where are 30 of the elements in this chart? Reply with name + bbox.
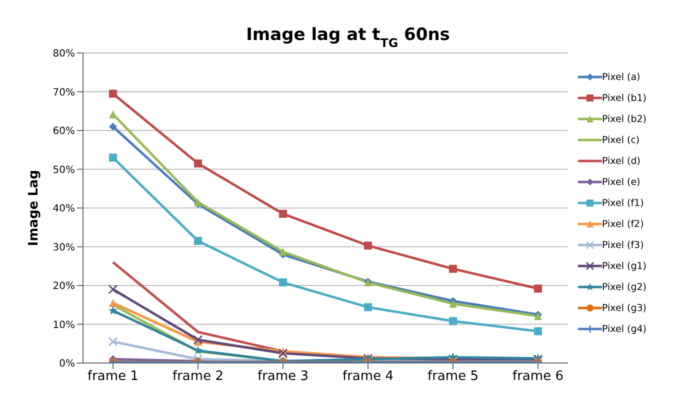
y-tick-label: 80% [52,48,75,60]
legend-label: Pixel (g3) [602,302,646,314]
legend-label: Pixel (b2) [602,114,646,124]
y-tick-label: 30% [52,242,75,254]
y-tick-label: 40% [52,204,75,215]
y-tick-label: 0% [59,358,75,370]
legend-label: Pixel (c) [602,134,640,146]
y-tick-label: 50% [52,164,75,176]
legend-label: Pixel (d) [602,156,640,166]
legend-label: Pixel (g1) [602,260,646,272]
y-tick-label: 60% [52,126,75,138]
y-tick-label: 20% [52,281,75,292]
x-tick-label: frame 2 [172,369,224,384]
y-axis-title: Image Lag [26,170,42,246]
x-tick-label: frame 6 [512,369,564,384]
chart-title: Image lag at t$_{TG}$ 60ns [246,25,450,50]
legend-label: Pixel (a) [602,72,640,82]
x-tick-label: frame 1 [88,369,138,384]
y-tick-label: 10% [52,320,75,331]
legend-label: Pixel (e) [602,176,640,188]
x-tick-label: frame 3 [258,369,308,384]
legend-label: Pixel (f2) [602,218,644,230]
legend-label: Pixel (g2) [602,282,646,292]
legend-label: Pixel (f3) [602,240,644,250]
legend-label: Pixel (g4) [602,324,646,334]
legend-label: Pixel (f1) [602,198,644,208]
y-tick-label: 70% [52,87,75,98]
x-tick-label: frame 5 [428,369,478,384]
x-tick-label: frame 4 [342,369,394,384]
legend-label: Pixel (b1) [602,92,646,104]
